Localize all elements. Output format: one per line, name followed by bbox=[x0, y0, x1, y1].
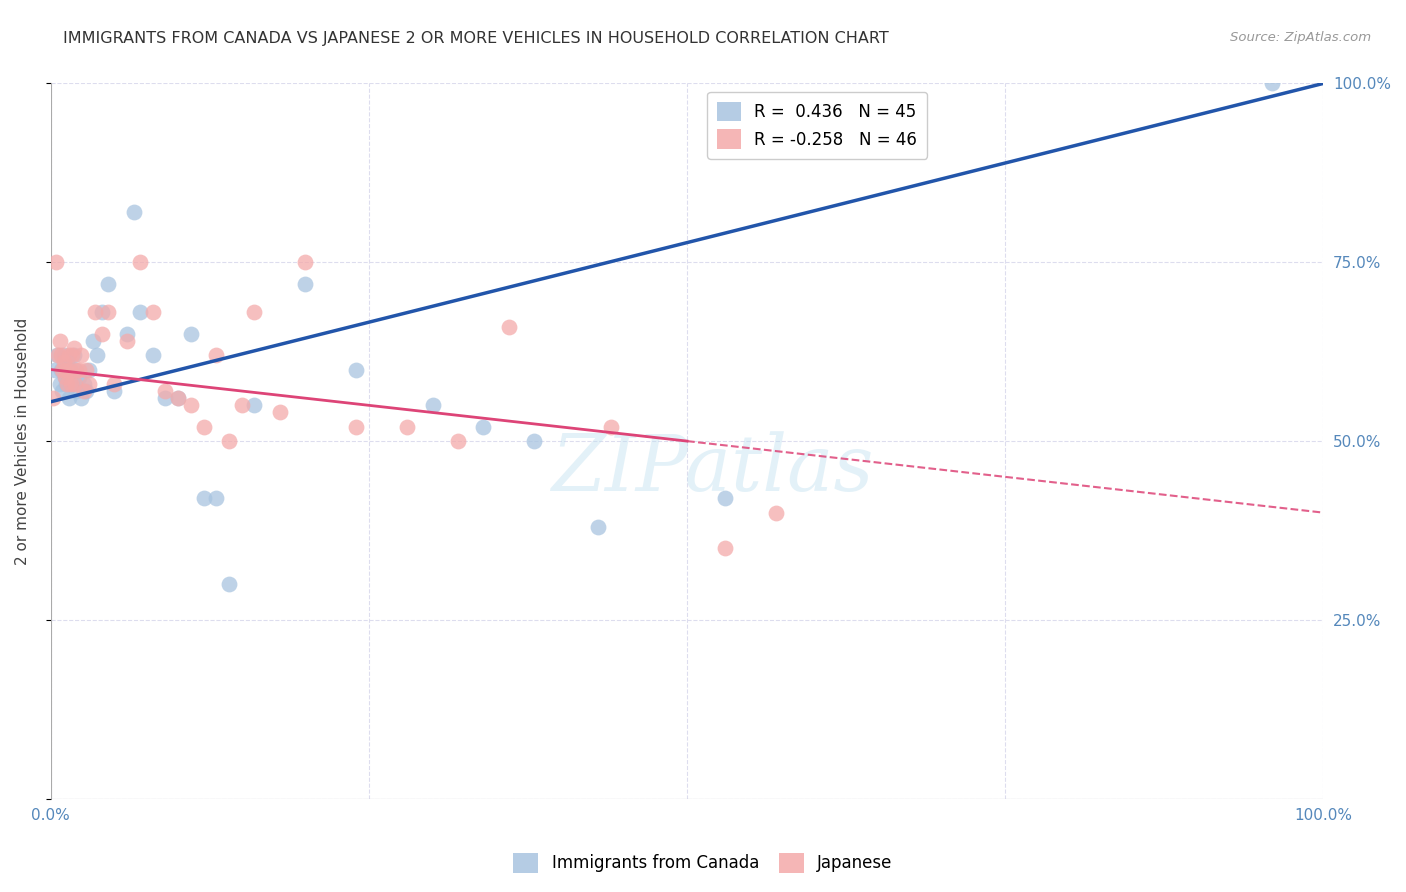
Point bbox=[97, 305, 120, 319]
Point bbox=[58, 348, 80, 362]
Point bbox=[55, 362, 77, 376]
Point bbox=[63, 376, 86, 391]
Point bbox=[142, 348, 165, 362]
Text: ZIPatlas: ZIPatlas bbox=[551, 432, 873, 508]
Point bbox=[122, 205, 145, 219]
Point bbox=[344, 419, 367, 434]
Point bbox=[51, 362, 73, 376]
Point bbox=[765, 506, 787, 520]
Point bbox=[155, 384, 177, 398]
Point bbox=[62, 376, 84, 391]
Point bbox=[77, 362, 100, 376]
Point bbox=[65, 362, 87, 376]
Point bbox=[86, 348, 108, 362]
Point bbox=[447, 434, 470, 449]
Point bbox=[84, 305, 107, 319]
Point bbox=[44, 362, 66, 376]
Point bbox=[396, 419, 419, 434]
Point bbox=[498, 319, 520, 334]
Point bbox=[193, 491, 215, 506]
Point bbox=[714, 491, 737, 506]
Point bbox=[63, 362, 86, 376]
Point bbox=[193, 419, 215, 434]
Point bbox=[53, 369, 76, 384]
Point bbox=[62, 348, 84, 362]
Legend: R =  0.436   N = 45, R = -0.258   N = 46: R = 0.436 N = 45, R = -0.258 N = 46 bbox=[707, 92, 927, 159]
Point bbox=[167, 391, 190, 405]
Point bbox=[90, 326, 112, 341]
Point bbox=[46, 348, 69, 362]
Point bbox=[56, 355, 79, 369]
Point bbox=[142, 305, 165, 319]
Point bbox=[60, 376, 83, 391]
Point bbox=[115, 326, 138, 341]
Point bbox=[45, 255, 67, 269]
Point bbox=[205, 491, 228, 506]
Point bbox=[243, 398, 266, 412]
Point bbox=[115, 334, 138, 348]
Point bbox=[90, 305, 112, 319]
Point bbox=[42, 391, 65, 405]
Text: Source: ZipAtlas.com: Source: ZipAtlas.com bbox=[1230, 31, 1371, 45]
Point bbox=[714, 541, 737, 556]
Point bbox=[75, 384, 97, 398]
Point bbox=[62, 341, 84, 355]
Point bbox=[155, 391, 177, 405]
Point bbox=[56, 376, 79, 391]
Point bbox=[73, 376, 96, 391]
Point bbox=[51, 384, 73, 398]
Legend: Immigrants from Canada, Japanese: Immigrants from Canada, Japanese bbox=[506, 847, 900, 880]
Point bbox=[586, 520, 609, 534]
Point bbox=[129, 305, 152, 319]
Point bbox=[422, 398, 444, 412]
Point bbox=[70, 391, 93, 405]
Point bbox=[523, 434, 546, 449]
Point bbox=[62, 348, 84, 362]
Point bbox=[243, 305, 266, 319]
Point bbox=[53, 369, 76, 384]
Text: IMMIGRANTS FROM CANADA VS JAPANESE 2 OR MORE VEHICLES IN HOUSEHOLD CORRELATION C: IMMIGRANTS FROM CANADA VS JAPANESE 2 OR … bbox=[63, 31, 889, 46]
Point bbox=[1261, 77, 1284, 91]
Point bbox=[55, 376, 77, 391]
Point bbox=[599, 419, 621, 434]
Point bbox=[180, 326, 202, 341]
Point bbox=[269, 405, 291, 419]
Point bbox=[97, 277, 120, 291]
Point bbox=[59, 362, 82, 376]
Point bbox=[129, 255, 152, 269]
Point bbox=[52, 348, 75, 362]
Point bbox=[472, 419, 495, 434]
Point bbox=[49, 362, 72, 376]
Point bbox=[67, 369, 90, 384]
Point bbox=[59, 362, 82, 376]
Point bbox=[103, 384, 125, 398]
Point bbox=[294, 277, 316, 291]
Point bbox=[73, 384, 96, 398]
Point bbox=[65, 384, 87, 398]
Point bbox=[167, 391, 190, 405]
Point bbox=[75, 362, 97, 376]
Point bbox=[218, 434, 240, 449]
Point bbox=[70, 348, 93, 362]
Point bbox=[77, 376, 100, 391]
Point bbox=[205, 348, 228, 362]
Point bbox=[48, 376, 70, 391]
Point bbox=[294, 255, 316, 269]
Point bbox=[48, 334, 70, 348]
Point bbox=[58, 391, 80, 405]
Point bbox=[48, 348, 70, 362]
Point bbox=[344, 362, 367, 376]
Point bbox=[180, 398, 202, 412]
Point bbox=[231, 398, 253, 412]
Point bbox=[49, 348, 72, 362]
Y-axis label: 2 or more Vehicles in Household: 2 or more Vehicles in Household bbox=[15, 318, 30, 565]
Point bbox=[60, 369, 83, 384]
Point bbox=[67, 362, 90, 376]
Point bbox=[82, 334, 104, 348]
Point bbox=[103, 376, 125, 391]
Point bbox=[52, 355, 75, 369]
Point bbox=[218, 577, 240, 591]
